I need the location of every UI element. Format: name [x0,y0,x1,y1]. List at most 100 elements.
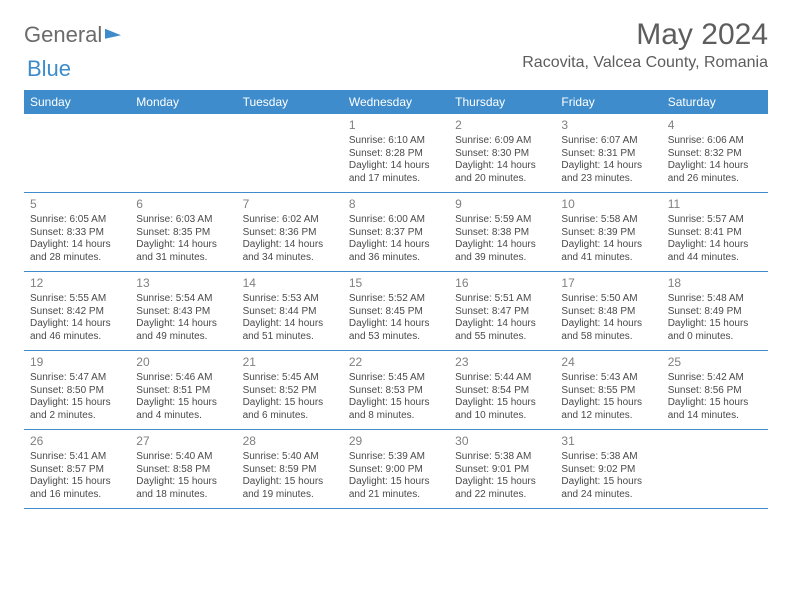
sunset-line: Sunset: 8:28 PM [349,148,443,161]
weekday-fri: Friday [555,90,661,114]
daylight-line: Daylight: 14 hours and 17 minutes. [349,160,443,185]
day-cell: 17Sunrise: 5:50 AMSunset: 8:48 PMDayligh… [555,272,661,350]
daylight-line: Daylight: 15 hours and 24 minutes. [561,476,655,501]
day-number: 31 [561,434,655,449]
day-cell: 10Sunrise: 5:58 AMSunset: 8:39 PMDayligh… [555,193,661,271]
daylight-line: Daylight: 15 hours and 14 minutes. [668,397,762,422]
sunset-line: Sunset: 8:49 PM [668,306,762,319]
day-number: 12 [30,276,124,291]
week-row: 12Sunrise: 5:55 AMSunset: 8:42 PMDayligh… [24,272,768,351]
daylight-line: Daylight: 14 hours and 39 minutes. [455,239,549,264]
day-cell: 21Sunrise: 5:45 AMSunset: 8:52 PMDayligh… [237,351,343,429]
day-number: 26 [30,434,124,449]
day-number: 4 [668,118,762,133]
day-cell: 24Sunrise: 5:43 AMSunset: 8:55 PMDayligh… [555,351,661,429]
sunrise-line: Sunrise: 5:38 AM [455,451,549,464]
day-number: 27 [136,434,230,449]
day-number: 7 [243,197,337,212]
day-cell: 16Sunrise: 5:51 AMSunset: 8:47 PMDayligh… [449,272,555,350]
sunset-line: Sunset: 8:57 PM [30,464,124,477]
daylight-line: Daylight: 15 hours and 21 minutes. [349,476,443,501]
daylight-line: Daylight: 14 hours and 53 minutes. [349,318,443,343]
sunset-line: Sunset: 8:50 PM [30,385,124,398]
day-cell: 5Sunrise: 6:05 AMSunset: 8:33 PMDaylight… [24,193,130,271]
sunset-line: Sunset: 8:59 PM [243,464,337,477]
day-number: 24 [561,355,655,370]
daylight-line: Daylight: 14 hours and 46 minutes. [30,318,124,343]
sunset-line: Sunset: 8:31 PM [561,148,655,161]
sunset-line: Sunset: 8:39 PM [561,227,655,240]
sunrise-line: Sunrise: 5:39 AM [349,451,443,464]
day-cell: 7Sunrise: 6:02 AMSunset: 8:36 PMDaylight… [237,193,343,271]
day-number: 25 [668,355,762,370]
sunrise-line: Sunrise: 6:03 AM [136,214,230,227]
daylight-line: Daylight: 14 hours and 36 minutes. [349,239,443,264]
day-number: 20 [136,355,230,370]
day-cell: 22Sunrise: 5:45 AMSunset: 8:53 PMDayligh… [343,351,449,429]
day-cell: 18Sunrise: 5:48 AMSunset: 8:49 PMDayligh… [662,272,768,350]
week-row: 26Sunrise: 5:41 AMSunset: 8:57 PMDayligh… [24,430,768,509]
empty-cell [237,114,343,192]
daylight-line: Daylight: 14 hours and 41 minutes. [561,239,655,264]
sunrise-line: Sunrise: 5:38 AM [561,451,655,464]
sunrise-line: Sunrise: 5:46 AM [136,372,230,385]
day-cell: 15Sunrise: 5:52 AMSunset: 8:45 PMDayligh… [343,272,449,350]
sunrise-line: Sunrise: 6:07 AM [561,135,655,148]
sunrise-line: Sunrise: 6:09 AM [455,135,549,148]
day-number: 28 [243,434,337,449]
sunset-line: Sunset: 8:53 PM [349,385,443,398]
sunset-line: Sunset: 8:54 PM [455,385,549,398]
daylight-line: Daylight: 15 hours and 10 minutes. [455,397,549,422]
weeks-grid: 1Sunrise: 6:10 AMSunset: 8:28 PMDaylight… [24,114,768,509]
daylight-line: Daylight: 14 hours and 49 minutes. [136,318,230,343]
daylight-line: Daylight: 14 hours and 55 minutes. [455,318,549,343]
day-cell: 31Sunrise: 5:38 AMSunset: 9:02 PMDayligh… [555,430,661,508]
day-number: 13 [136,276,230,291]
daylight-line: Daylight: 15 hours and 12 minutes. [561,397,655,422]
sunrise-line: Sunrise: 6:05 AM [30,214,124,227]
day-number: 16 [455,276,549,291]
sunset-line: Sunset: 8:41 PM [668,227,762,240]
day-number: 15 [349,276,443,291]
sunset-line: Sunset: 9:00 PM [349,464,443,477]
day-number: 3 [561,118,655,133]
location-text: Racovita, Valcea County, Romania [522,54,768,72]
daylight-line: Daylight: 14 hours and 23 minutes. [561,160,655,185]
day-number: 9 [455,197,549,212]
day-cell: 29 Sunrise: 5:39 AMSunset: 9:00 PMDayligh… [343,430,449,508]
daylight-line: Daylight: 14 hours and 20 minutes. [455,160,549,185]
sunset-line: Sunset: 8:37 PM [349,227,443,240]
daylight-line: Daylight: 14 hours and 51 minutes. [243,318,337,343]
sunset-line: Sunset: 8:43 PM [136,306,230,319]
sunrise-line: Sunrise: 5:58 AM [561,214,655,227]
daylight-line: Daylight: 15 hours and 19 minutes. [243,476,337,501]
sunset-line: Sunset: 8:35 PM [136,227,230,240]
day-cell: 27Sunrise: 5:40 AMSunset: 8:58 PMDayligh… [130,430,236,508]
sunset-line: Sunset: 9:01 PM [455,464,549,477]
week-row: 1Sunrise: 6:10 AMSunset: 8:28 PMDaylight… [24,114,768,193]
day-cell: 30Sunrise: 5:38 AMSunset: 9:01 PMDayligh… [449,430,555,508]
calendar-page: General May 2024 Racovita, Valcea County… [0,0,792,519]
daylight-line: Daylight: 14 hours and 28 minutes. [30,239,124,264]
daylight-line: Daylight: 15 hours and 0 minutes. [668,318,762,343]
day-cell: 9Sunrise: 5:59 AMSunset: 8:38 PMDaylight… [449,193,555,271]
day-cell: 23Sunrise: 5:44 AMSunset: 8:54 PMDayligh… [449,351,555,429]
daylight-line: Daylight: 15 hours and 4 minutes. [136,397,230,422]
sunrise-line: Sunrise: 5:59 AM [455,214,549,227]
sunrise-line: Sunrise: 6:02 AM [243,214,337,227]
sunset-line: Sunset: 8:55 PM [561,385,655,398]
sunrise-line: Sunrise: 5:54 AM [136,293,230,306]
day-cell: 8Sunrise: 6:00 AMSunset: 8:37 PMDaylight… [343,193,449,271]
sunset-line: Sunset: 8:48 PM [561,306,655,319]
sunset-line: Sunset: 8:42 PM [30,306,124,319]
sunset-line: Sunset: 8:44 PM [243,306,337,319]
sunset-line: Sunset: 8:58 PM [136,464,230,477]
calendar: Sunday Monday Tuesday Wednesday Thursday… [24,90,768,509]
sunrise-line: Sunrise: 5:47 AM [30,372,124,385]
day-number: 1 [349,118,443,133]
day-number: 29 [349,434,443,449]
day-cell: 3 Sunrise: 6:07 AMSunset: 8:31 PMDaylight… [555,114,661,192]
day-cell: 1Sunrise: 6:10 AMSunset: 8:28 PMDaylight… [343,114,449,192]
brand-logo: General [24,18,121,48]
day-number: 14 [243,276,337,291]
